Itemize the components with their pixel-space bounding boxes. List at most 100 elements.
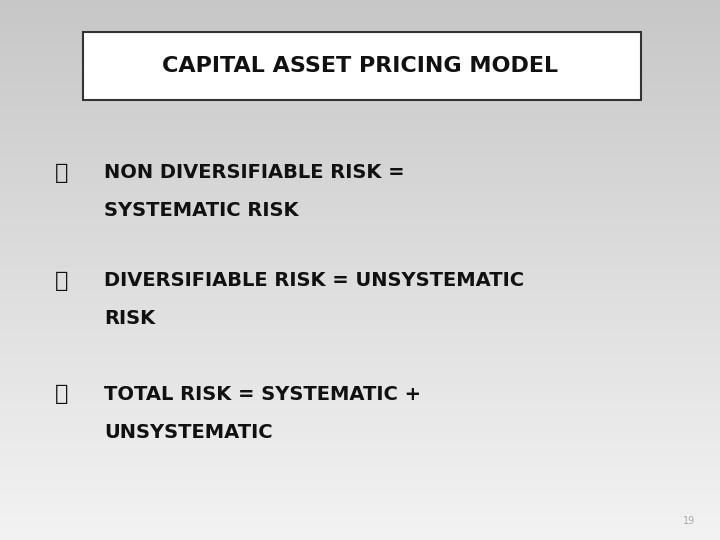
Bar: [0, 457, 720, 459]
Bar: [0, 275, 720, 277]
Bar: [0, 272, 720, 274]
Bar: [0, 65, 720, 66]
Bar: [0, 162, 720, 164]
Bar: [0, 23, 720, 25]
Bar: [0, 416, 720, 417]
Bar: [0, 16, 720, 18]
Bar: [0, 450, 720, 452]
Bar: [0, 2, 720, 4]
Bar: [0, 444, 720, 447]
Bar: [0, 312, 720, 313]
Bar: [0, 164, 720, 166]
Bar: [0, 88, 720, 90]
Bar: [0, 139, 720, 140]
Bar: [0, 471, 720, 474]
Bar: [0, 373, 720, 374]
Bar: [0, 290, 720, 292]
Bar: [0, 299, 720, 301]
Bar: [0, 263, 720, 265]
Bar: [0, 106, 720, 108]
Bar: [0, 387, 720, 389]
Bar: [0, 529, 720, 531]
Bar: [0, 515, 720, 517]
Bar: [0, 464, 720, 466]
Bar: [0, 409, 720, 410]
Bar: [0, 43, 720, 45]
Bar: [0, 437, 720, 439]
Bar: [0, 270, 720, 272]
Bar: [0, 201, 720, 204]
Bar: [0, 158, 720, 160]
Bar: [0, 363, 720, 366]
Bar: [0, 72, 720, 74]
Bar: [0, 61, 720, 63]
Bar: [0, 452, 720, 454]
Bar: [0, 223, 720, 225]
Bar: [0, 137, 720, 139]
Bar: [0, 436, 720, 437]
Bar: [0, 151, 720, 153]
Bar: [0, 279, 720, 281]
Bar: [0, 211, 720, 212]
Bar: [0, 324, 720, 326]
Bar: [0, 329, 720, 331]
Bar: [0, 9, 720, 11]
Bar: [0, 331, 720, 333]
Bar: [0, 309, 720, 312]
Bar: [0, 482, 720, 484]
Bar: [0, 117, 720, 119]
Bar: [0, 498, 720, 501]
Bar: [0, 493, 720, 495]
Text: 19: 19: [683, 516, 695, 526]
Bar: [0, 344, 720, 346]
Bar: [0, 360, 720, 362]
Bar: [0, 378, 720, 380]
Bar: [0, 239, 720, 241]
Bar: [0, 286, 720, 288]
Bar: [0, 191, 720, 193]
Bar: [0, 69, 720, 70]
Bar: [0, 293, 720, 295]
Bar: [0, 258, 720, 259]
Bar: [0, 232, 720, 234]
Bar: [0, 74, 720, 76]
Bar: [0, 155, 720, 157]
Bar: [0, 497, 720, 498]
Bar: [0, 475, 720, 477]
Bar: [0, 83, 720, 85]
Bar: [0, 63, 720, 65]
Bar: [0, 18, 720, 20]
Bar: [0, 412, 720, 414]
Bar: [0, 491, 720, 493]
Bar: [0, 166, 720, 167]
Bar: [0, 160, 720, 162]
Bar: [0, 119, 720, 120]
Bar: [0, 218, 720, 220]
Bar: [0, 420, 720, 421]
Bar: [0, 193, 720, 194]
Bar: [0, 525, 720, 528]
Bar: [0, 428, 720, 430]
Bar: [0, 221, 720, 223]
Bar: [0, 112, 720, 113]
Bar: [0, 225, 720, 227]
Bar: [0, 414, 720, 416]
Bar: [0, 396, 720, 398]
Bar: [0, 393, 720, 394]
Bar: [0, 369, 720, 371]
Bar: [0, 133, 720, 135]
Bar: [0, 333, 720, 335]
Bar: [0, 58, 720, 59]
Bar: [0, 169, 720, 171]
Bar: [0, 520, 720, 522]
Bar: [0, 259, 720, 261]
Bar: [0, 11, 720, 12]
Bar: [0, 123, 720, 124]
Bar: [0, 434, 720, 436]
Bar: [0, 518, 720, 520]
Text: CAPITAL ASSET PRICING MODEL: CAPITAL ASSET PRICING MODEL: [162, 56, 558, 77]
Bar: [0, 25, 720, 27]
Bar: [0, 380, 720, 382]
Bar: [0, 214, 720, 216]
Bar: [0, 182, 720, 184]
